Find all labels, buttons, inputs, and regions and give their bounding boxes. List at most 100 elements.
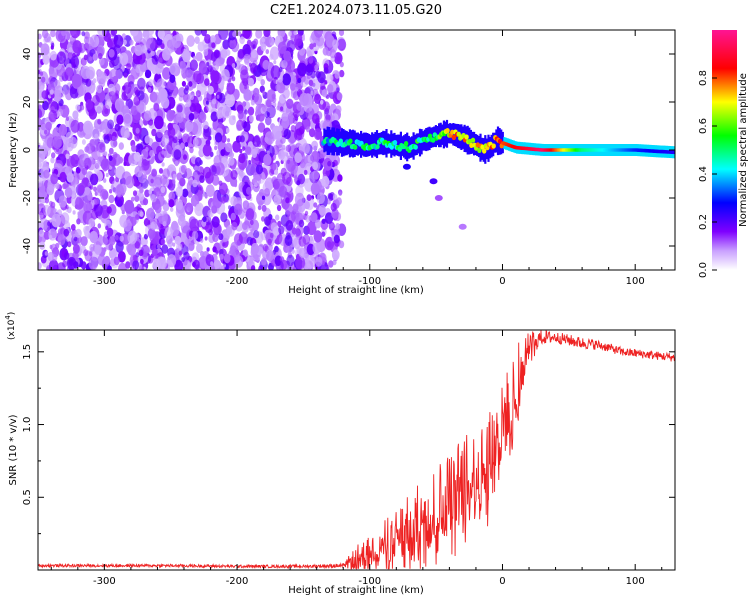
heatmap-cell [197,41,205,52]
heatmap-cell [330,202,337,212]
heatmap-cell [48,109,58,123]
heatmap-cell [44,32,51,43]
heatmap-cell [53,79,61,90]
heatmap-cell [243,89,252,101]
heatmap-cell [469,142,474,148]
colorbar-tick-label: 0.0 [698,262,709,278]
heatmap-cell [250,243,260,255]
heatmap-cell [118,156,124,164]
heatmap-cell [309,43,314,50]
heatmap-cell [230,212,236,221]
heatmap-cell [238,153,246,164]
heatmap-cell [59,51,64,57]
heatmap-cell [458,223,467,230]
heatmap-cell [282,171,292,185]
heatmap-cell [161,134,170,146]
heatmap-cell [55,126,59,132]
heatmap-cell [275,130,283,141]
heatmap-cell [72,110,79,120]
heatmap-cell [142,198,149,206]
heatmap-cell [270,65,281,80]
heatmap-cell [145,146,149,152]
heatmap-cell [105,172,109,178]
heatmap-cell [232,115,236,121]
heatmap-cell [129,39,134,46]
heatmap-cell [40,71,44,76]
heatmap-cell [151,244,156,251]
heatmap-cell [119,52,129,66]
heatmap-cell [148,79,154,87]
heatmap-cell [477,147,482,153]
heatmap-cell [220,134,227,143]
heatmap-cell [219,248,224,256]
heatmap-cell [176,104,183,113]
heatmap-cell [294,33,303,47]
heatmap-cell [97,223,102,229]
heatmap-cell [286,98,294,110]
heatmap-cell [162,67,171,80]
heatmap-cell [100,188,109,201]
heatmap-cell [80,261,87,270]
heatmap-cell [109,68,119,83]
heatmap-cell [148,30,155,35]
heatmap-cell [312,242,321,254]
heatmap-cell [77,159,85,170]
heatmap-cell [333,159,338,167]
heatmap-cell [167,126,176,139]
heatmap-cell [322,101,331,112]
heatmap-cell [456,131,461,137]
heatmap-cell [271,163,277,171]
heatmap-cell [375,130,379,159]
heatmap-cell [216,94,220,99]
heatmap-cell [222,39,230,50]
heatmap-cell [237,48,245,59]
heatmap-cell [49,89,54,95]
heatmap-cell [311,140,319,151]
heatmap-cell [183,154,187,160]
heatmap-cell [47,221,51,226]
colorbar-tick-label: 0.4 [698,166,709,182]
heatmap-cell [264,131,275,145]
heatmap-cell [143,110,152,121]
heatmap-cell [74,34,77,39]
heatmap-cell [172,242,176,247]
snr-x-ticks: -300 -200 -100 0 100 [50,330,663,587]
heatmap-cell [220,49,228,59]
heatmap-cell [237,135,243,143]
heatmap-cell [148,189,153,195]
heatmap-cell [188,113,195,121]
heatmap-cell [294,192,305,207]
heatmap-cell [107,119,115,130]
heatmap-cell [121,33,126,40]
heatmap-cell [234,203,243,216]
heatmap-cell [210,111,218,122]
heatmap-cell [236,119,244,131]
y-tick-label: 0.5 [22,489,33,505]
heatmap-cell [334,211,342,222]
heatmap-cell [161,162,165,167]
heatmap-cell [334,71,340,79]
heatmap-cell [83,200,93,214]
heatmap-cell [38,33,42,40]
heatmap-cell [110,30,118,36]
heatmap-cell [247,106,255,116]
heatmap-cell [63,252,70,260]
heatmap-cell [154,115,164,130]
heatmap-cell [228,156,235,166]
heatmap-cell [252,135,261,147]
heatmap-y-ticks: -40 -20 0 20 40 [22,48,675,254]
heatmap-cell [156,67,162,75]
heatmap-cell [38,229,45,237]
heatmap-cell [182,50,191,63]
heatmap-cell [62,104,66,110]
heatmap-cell [253,230,260,239]
heatmap-cell [149,149,155,158]
heatmap-cell [108,49,115,58]
colorbar-gradient [712,30,737,270]
heatmap-cell [185,99,192,108]
heatmap-cell [305,107,315,120]
heatmap-cell [76,218,81,225]
heatmap-cell [260,79,266,86]
heatmap-cell [310,212,318,223]
heatmap-cell [177,202,183,211]
